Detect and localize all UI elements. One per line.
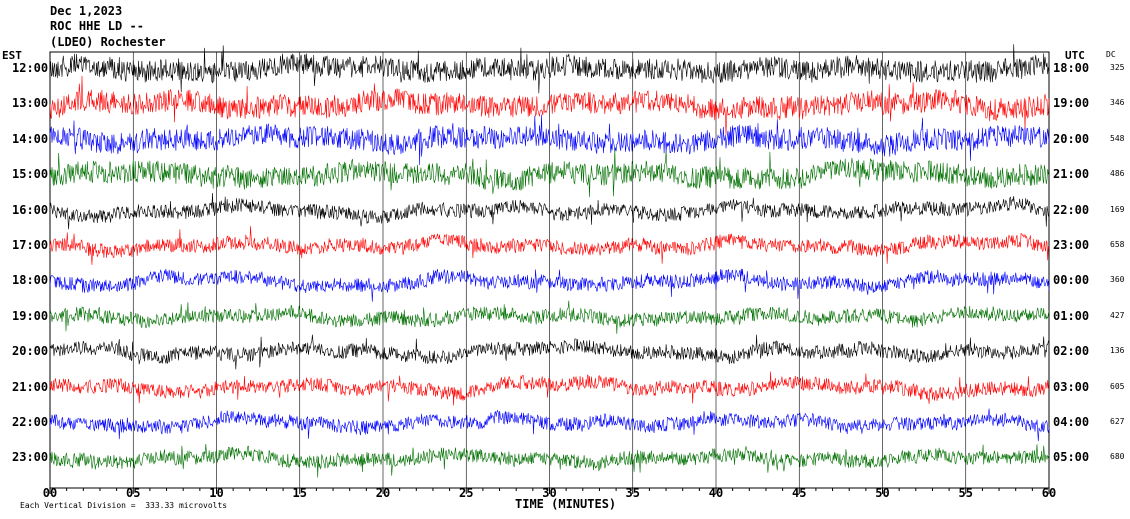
dc-header: DC bbox=[1106, 50, 1116, 59]
dc-value: 627 bbox=[1110, 417, 1125, 426]
trace-1500 bbox=[49, 148, 1050, 198]
dc-value: 360 bbox=[1110, 275, 1125, 285]
right-hour-label: 00:00 bbox=[1053, 273, 1090, 288]
left-hour-label: 12:00 bbox=[12, 61, 49, 75]
left-hour-label: 22:00 bbox=[12, 415, 49, 429]
x-tick-label: 50 bbox=[875, 486, 889, 500]
left-hour-label: 23:00 bbox=[12, 450, 49, 465]
dc-value: 325 bbox=[1110, 63, 1125, 72]
trace-2300 bbox=[49, 443, 1050, 478]
header-station: ROC HHE LD -- bbox=[50, 19, 144, 33]
dc-value: 680 bbox=[1110, 452, 1125, 462]
x-tick-label: 60 bbox=[1042, 486, 1056, 500]
right-hour-label: 18:00 bbox=[1053, 61, 1090, 75]
x-tick-label: 20 bbox=[376, 486, 390, 500]
right-hour-label: 02:00 bbox=[1053, 344, 1090, 359]
x-tick-label: 05 bbox=[126, 486, 140, 500]
x-axis-title: TIME (MINUTES) bbox=[515, 497, 617, 511]
x-tick-label: 55 bbox=[959, 486, 973, 500]
right-hour-label: 05:00 bbox=[1053, 450, 1090, 465]
left-hour-label: 16:00 bbox=[12, 202, 49, 217]
left-timezone-label: EST bbox=[2, 49, 22, 62]
scale-note: Each Vertical Division = 333.33 microvol… bbox=[20, 501, 228, 510]
left-hour-label: 18:00 bbox=[12, 273, 49, 288]
right-hour-label: 04:00 bbox=[1053, 415, 1090, 429]
left-hour-label: 19:00 bbox=[12, 308, 49, 323]
dc-value: 346 bbox=[1110, 98, 1125, 108]
header-date: Dec 1,2023 bbox=[50, 4, 123, 18]
left-hour-label: 15:00 bbox=[12, 167, 49, 182]
dc-value: 136 bbox=[1110, 346, 1125, 356]
trace-1900 bbox=[49, 300, 1050, 334]
trace-1600 bbox=[49, 192, 1050, 230]
x-tick-label: 25 bbox=[459, 486, 473, 500]
right-hour-label: 20:00 bbox=[1053, 131, 1090, 146]
x-tick-label: 30 bbox=[542, 486, 556, 500]
dc-value: 427 bbox=[1110, 310, 1125, 320]
trace-1300 bbox=[49, 75, 1050, 135]
left-hour-label: 14:00 bbox=[12, 131, 49, 146]
x-tick-label: 10 bbox=[209, 486, 223, 500]
trace-2100 bbox=[49, 371, 1050, 406]
dc-value: 486 bbox=[1110, 169, 1125, 179]
x-tick-label: 15 bbox=[293, 486, 307, 500]
x-tick-label: 35 bbox=[626, 486, 640, 500]
left-hour-label: 17:00 bbox=[12, 238, 49, 252]
x-tick-label: 00 bbox=[43, 486, 57, 500]
right-hour-label: 03:00 bbox=[1053, 379, 1090, 394]
right-hour-label: 22:00 bbox=[1053, 202, 1090, 217]
right-hour-label: 23:00 bbox=[1053, 238, 1090, 252]
header-network: (LDEO) Rochester bbox=[50, 35, 166, 49]
right-hour-label: 19:00 bbox=[1053, 96, 1090, 111]
trace-1700 bbox=[49, 226, 1050, 265]
trace-1800 bbox=[49, 268, 1050, 302]
trace-1200 bbox=[49, 44, 1050, 94]
right-hour-label: 01:00 bbox=[1053, 308, 1090, 323]
trace-2200 bbox=[49, 408, 1050, 442]
left-hour-label: 20:00 bbox=[12, 344, 49, 359]
dc-value: 658 bbox=[1110, 240, 1125, 249]
dc-value: 548 bbox=[1110, 133, 1125, 143]
left-hour-label: 21:00 bbox=[12, 379, 49, 394]
trace-2000 bbox=[49, 334, 1050, 370]
x-tick-label: 40 bbox=[709, 486, 723, 500]
x-tick-label: 45 bbox=[792, 486, 806, 500]
dc-value: 605 bbox=[1110, 381, 1125, 391]
right-timezone-label: UTC bbox=[1065, 49, 1085, 62]
left-hour-label: 13:00 bbox=[12, 96, 49, 111]
dc-value: 169 bbox=[1110, 204, 1125, 214]
trace-1400 bbox=[49, 114, 1050, 166]
right-hour-label: 21:00 bbox=[1053, 167, 1090, 182]
